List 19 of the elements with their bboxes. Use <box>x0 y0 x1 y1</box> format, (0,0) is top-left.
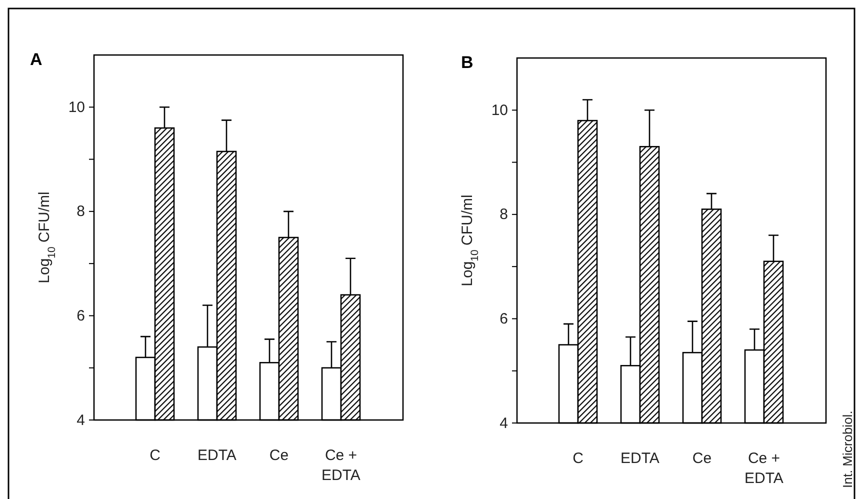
y-tick-label: 6 <box>76 308 85 325</box>
y-tick-label: 4 <box>500 414 508 432</box>
y-tick-label: 10 <box>68 98 85 116</box>
y-tick-label: 6 <box>500 310 508 328</box>
y-tick-label: 10 <box>491 102 508 119</box>
y-tick-label: 8 <box>500 206 508 224</box>
x-tick-label: C <box>572 450 584 467</box>
chart-title: A <box>30 50 42 69</box>
x-tick-label: Ce + EDTA <box>322 447 360 484</box>
x-tick-label: EDTA <box>198 447 236 464</box>
chart-title: B <box>461 53 474 72</box>
y-tick-label: 8 <box>76 203 85 220</box>
x-tick-label: EDTA <box>620 450 660 467</box>
x-tick-label: Ce + EDTA <box>744 450 784 487</box>
text: Int. Microbiol. <box>840 410 855 488</box>
x-tick-label: Ce <box>269 447 289 464</box>
x-tick-label: C <box>150 447 161 464</box>
x-tick-label: Ce <box>692 450 712 467</box>
y-tick-label: 4 <box>76 412 85 429</box>
